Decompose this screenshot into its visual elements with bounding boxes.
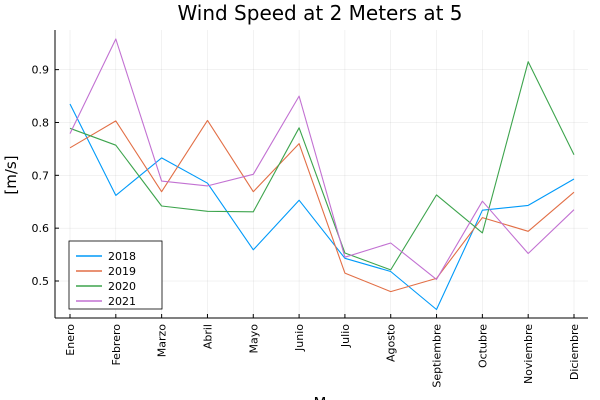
y-tick-label: 0.8 — [32, 116, 50, 129]
y-tick-label: 0.9 — [32, 64, 50, 77]
x-tick-label: Abril — [201, 324, 214, 349]
x-tick-label: Junio — [293, 324, 306, 352]
chart-title: Wind Speed at 2 Meters at 5 — [177, 1, 462, 25]
axes: Enero Febrero Marzo Abril Mayo Junio Julio Agos… — [32, 30, 588, 388]
y-tick-label: 0.5 — [32, 275, 50, 288]
series-line-2021 — [69, 38, 575, 280]
y-axis-label: [m/s] — [2, 155, 20, 194]
x-axis-label: M — [314, 394, 327, 400]
x-tick-label: Septiembre — [431, 324, 444, 388]
x-tick-label: Marzo — [156, 324, 169, 358]
series-lines — [69, 38, 575, 311]
y-tick-label: 0.7 — [32, 169, 50, 182]
series-line-2020 — [69, 61, 575, 271]
x-tick-label: Enero — [64, 324, 77, 356]
legend: 2018 2019 2020 2021 — [68, 240, 163, 310]
x-tick-label: Octubre — [476, 324, 489, 368]
legend-label: 2020 — [108, 280, 136, 293]
x-tick-label: Febrero — [110, 324, 123, 366]
x-tick-label: Diciembre — [568, 324, 581, 380]
x-tick-label: Mayo — [247, 324, 260, 354]
y-tick-label: 0.6 — [32, 222, 50, 235]
x-tick-label: Agosto — [385, 324, 398, 362]
legend-label: 2019 — [108, 265, 136, 278]
x-tick-label: Noviembre — [522, 324, 535, 384]
series-line-2019 — [69, 119, 575, 293]
legend-label: 2018 — [108, 250, 136, 263]
legend-label: 2021 — [108, 295, 136, 308]
legend-box — [68, 240, 163, 310]
x-tick-label: Julio — [339, 324, 352, 348]
